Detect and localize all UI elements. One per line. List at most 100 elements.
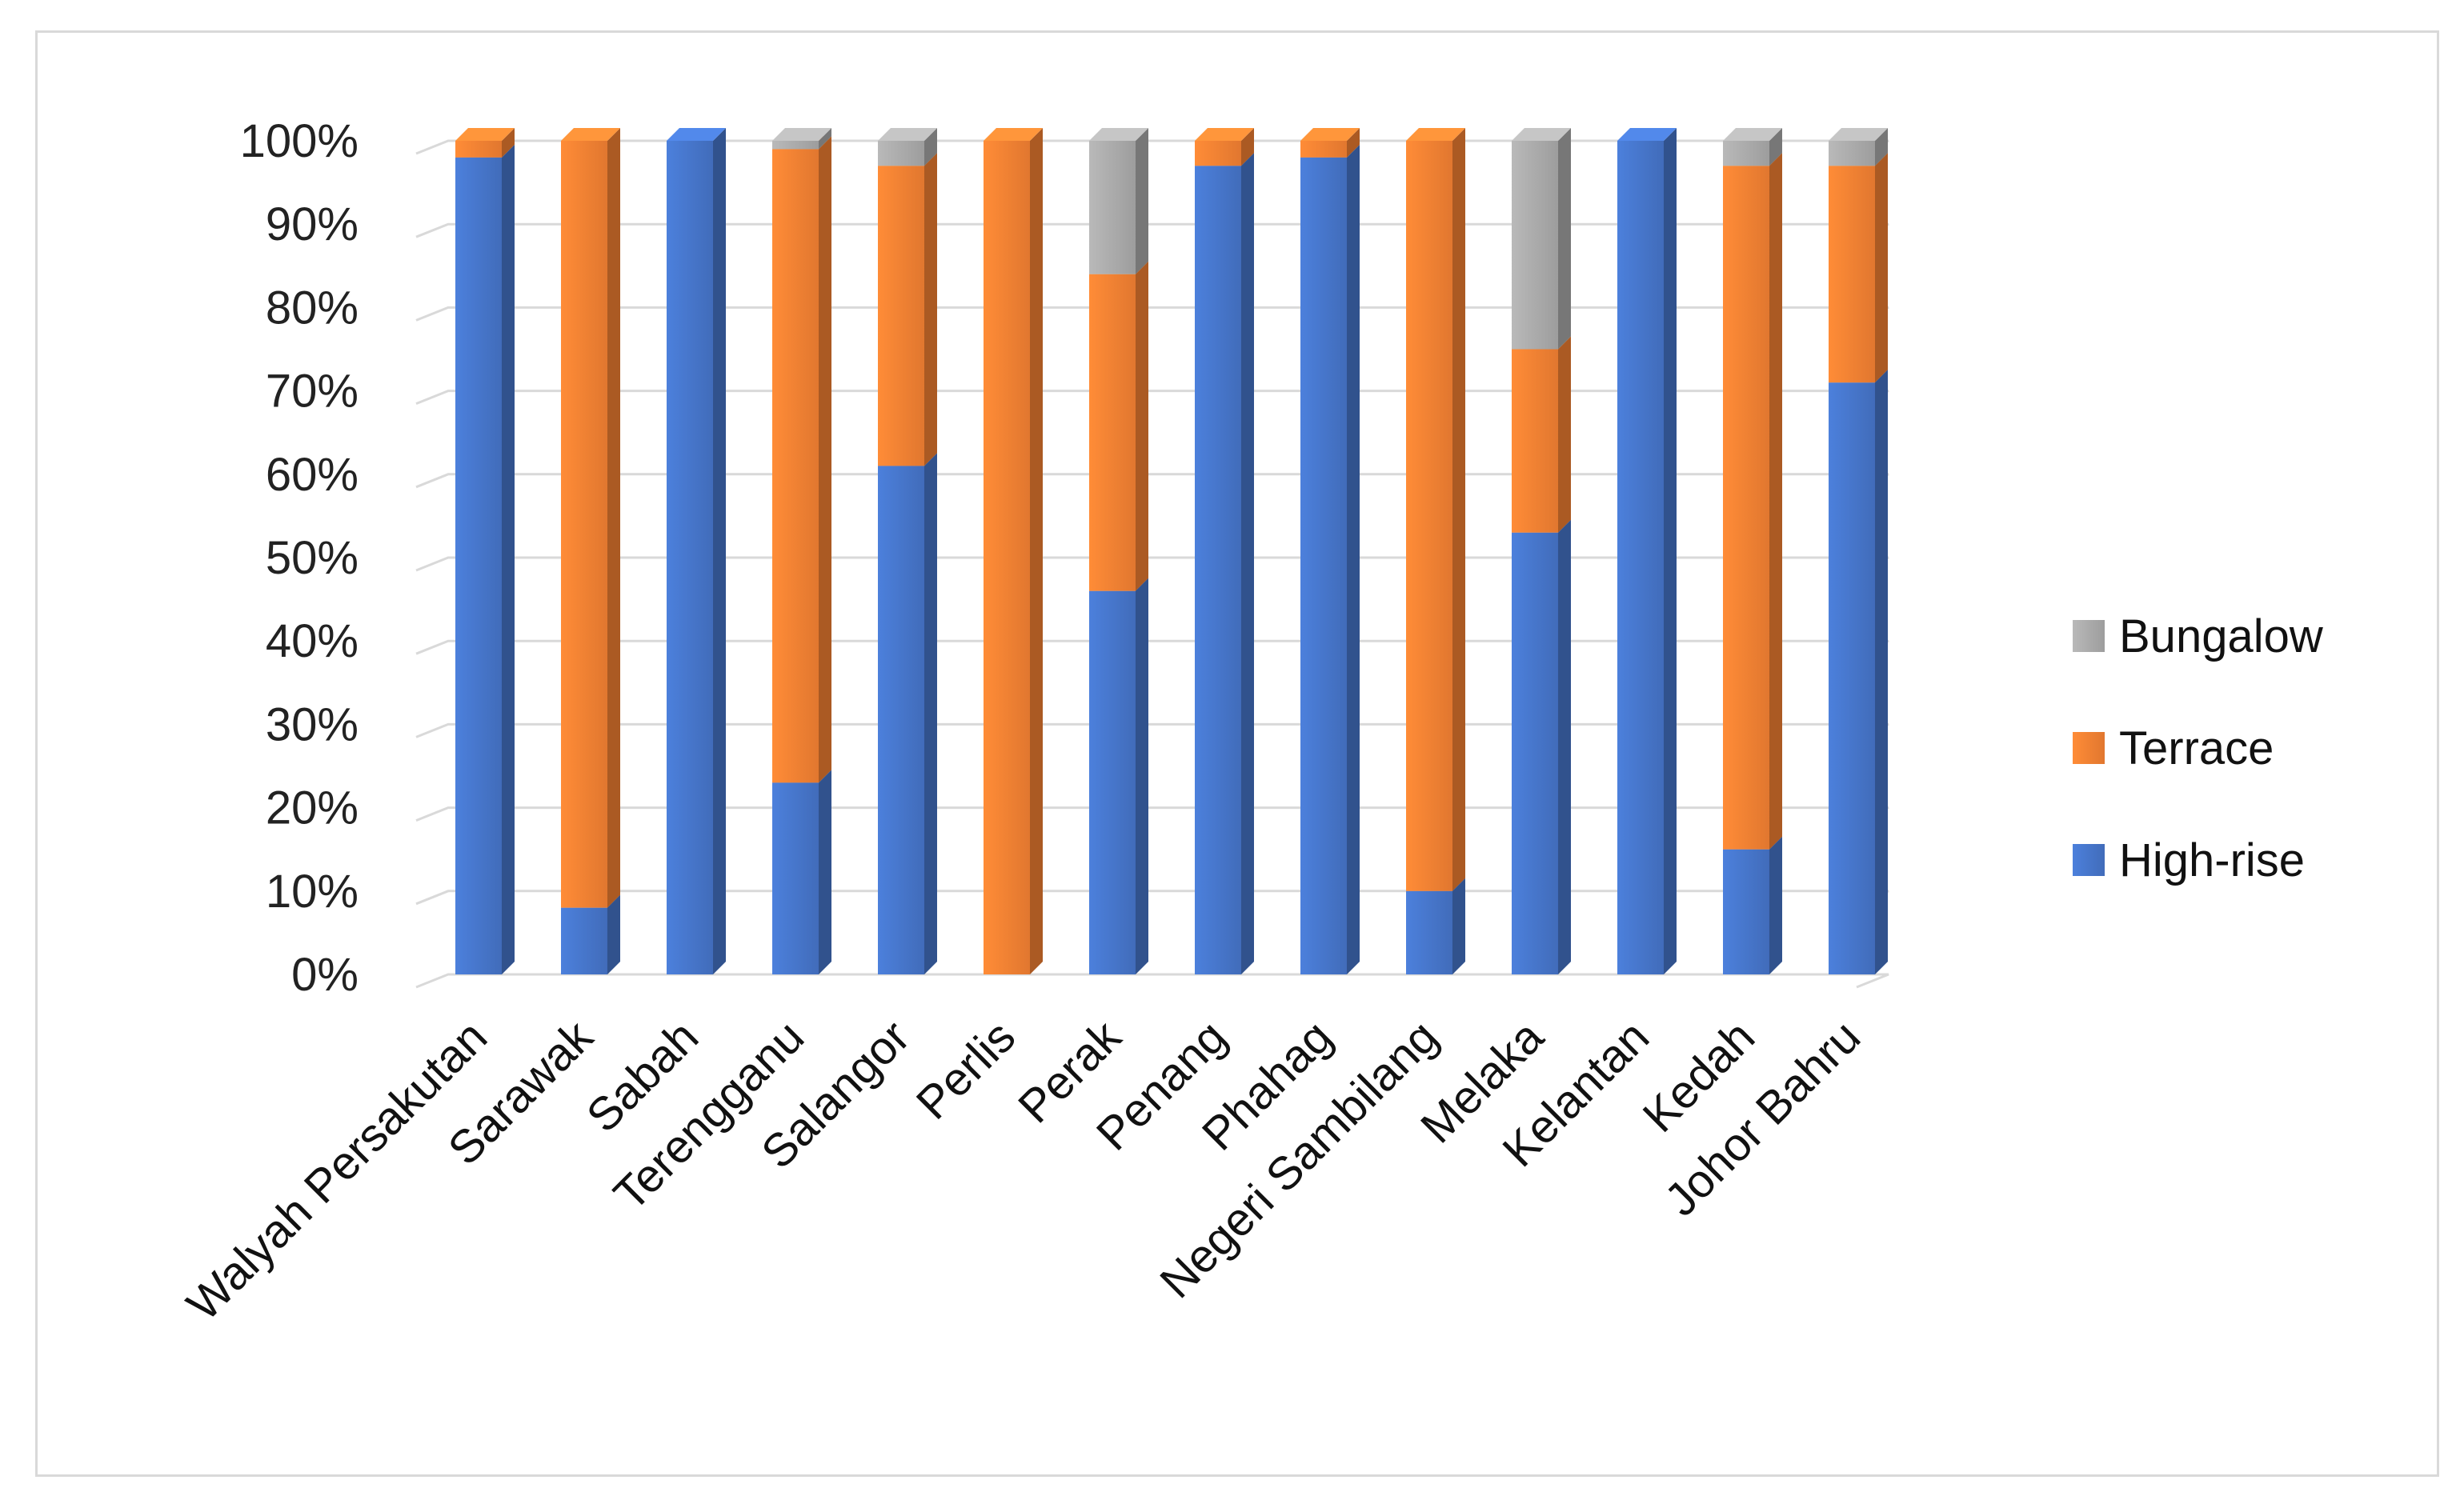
y-tick-label: 0% [291,949,359,1001]
bar-side [1241,128,1254,166]
legend-swatch [2073,620,2105,652]
bar-stack [561,128,620,974]
bar-segment-terrace [455,128,515,158]
bar-front [1512,532,1558,974]
bar-front [667,141,713,974]
bar-segment-terrace [772,136,831,783]
bar-top [1089,128,1148,141]
bar-stack [984,128,1043,974]
bar-front [455,157,502,975]
bar-side [1347,128,1360,158]
y-tick-label: 90% [266,198,359,250]
bar-front [878,166,924,466]
bar-side [1875,370,1888,974]
bar-segment-bungalow [772,128,831,150]
bar-front [1406,890,1452,974]
bar-front [1300,157,1347,975]
bar-front [1406,141,1452,891]
bar-top [984,128,1043,141]
bar-segment-high-rise [772,770,831,974]
bar-side [502,144,515,975]
legend-swatch [2073,844,2105,876]
y-tick-label: 60% [266,449,359,501]
bars [455,128,1888,975]
bar-top [1195,128,1254,141]
bar-stack [1300,128,1360,975]
bar-segment-bungalow [1723,128,1782,166]
bar-top [772,128,831,141]
bar-side [1347,144,1360,975]
bar-segment-terrace [984,128,1043,974]
bar-stack [1089,128,1148,974]
bar-front [1300,141,1347,158]
bar-front [455,141,502,158]
bar-segment-high-rise [1512,519,1571,974]
y-tick-label: 30% [266,698,359,750]
bar-front [561,141,607,908]
bar-top [561,128,620,141]
bar-segment-bungalow [1829,128,1888,166]
bar-front [772,149,819,783]
y-tick-label: 10% [266,866,359,918]
bar-segment-high-rise [667,128,726,974]
bar-segment-high-rise [1300,144,1360,975]
y-tick-label: 40% [266,615,359,667]
bar-side [819,770,831,974]
bar-side [1452,878,1465,974]
bar-top [667,128,726,141]
bar-side [819,128,831,150]
bar-stack [1512,128,1571,974]
bar-side [1030,128,1043,974]
bar-segment-bungalow [878,128,937,166]
y-tick-label: 50% [266,532,359,584]
bar-segment-high-rise [1089,578,1148,974]
x-category-label: Perlis [907,1010,1026,1130]
bar-top [1829,128,1888,141]
bar-stack [455,128,515,975]
bar-segment-terrace [1089,261,1148,591]
bar-front [1089,274,1136,591]
x-category-label: Walyah Persakutan [177,1010,497,1330]
bar-segment-terrace [1512,336,1571,533]
legend: Bungalow Terrace High-rise [2073,610,2324,886]
bar-side [1241,153,1254,974]
bar-side [1558,336,1571,533]
bar-segment-high-rise [1195,153,1254,974]
bar-front [772,141,819,150]
bar-segment-high-rise [878,453,937,974]
bar-side [502,128,515,158]
bar-stack [1829,128,1888,974]
bar-segment-high-rise [1617,128,1677,974]
bar-side [924,128,937,166]
legend-item: Terrace [2073,722,2274,774]
bar-side [1558,519,1571,974]
bar-front [1723,166,1769,850]
bar-segment-terrace [561,128,620,908]
bar-side [1769,836,1782,974]
bar-top [1723,128,1782,141]
bar-front [1195,141,1241,166]
bar-top [1617,128,1677,141]
y-tick-label: 70% [266,366,359,418]
bar-segment-high-rise [1723,836,1782,974]
bar-segment-high-rise [1829,370,1888,974]
bar-side [1769,153,1782,850]
bar-side [713,128,726,974]
bar-side [1136,578,1148,974]
bar-front [878,141,924,166]
bar-side [607,894,620,974]
bar-segment-terrace [1406,128,1465,891]
bar-side [819,136,831,783]
x-axis: Walyah PersakutanSarawakSabahTerengganuS… [177,1010,1870,1331]
bar-top [1300,128,1360,141]
bar-side [1558,128,1571,350]
bar-front [1089,590,1136,974]
bar-segment-terrace [878,153,937,466]
bar-side [1136,128,1148,274]
y-axis: 0% 10% 20% 30% 40% 50% 60% 70% 80% 90% 100% [240,115,359,1001]
bar-top [1512,128,1571,141]
gridline [415,973,1889,989]
bar-segment-bungalow [1089,128,1148,274]
bar-top [878,128,937,141]
